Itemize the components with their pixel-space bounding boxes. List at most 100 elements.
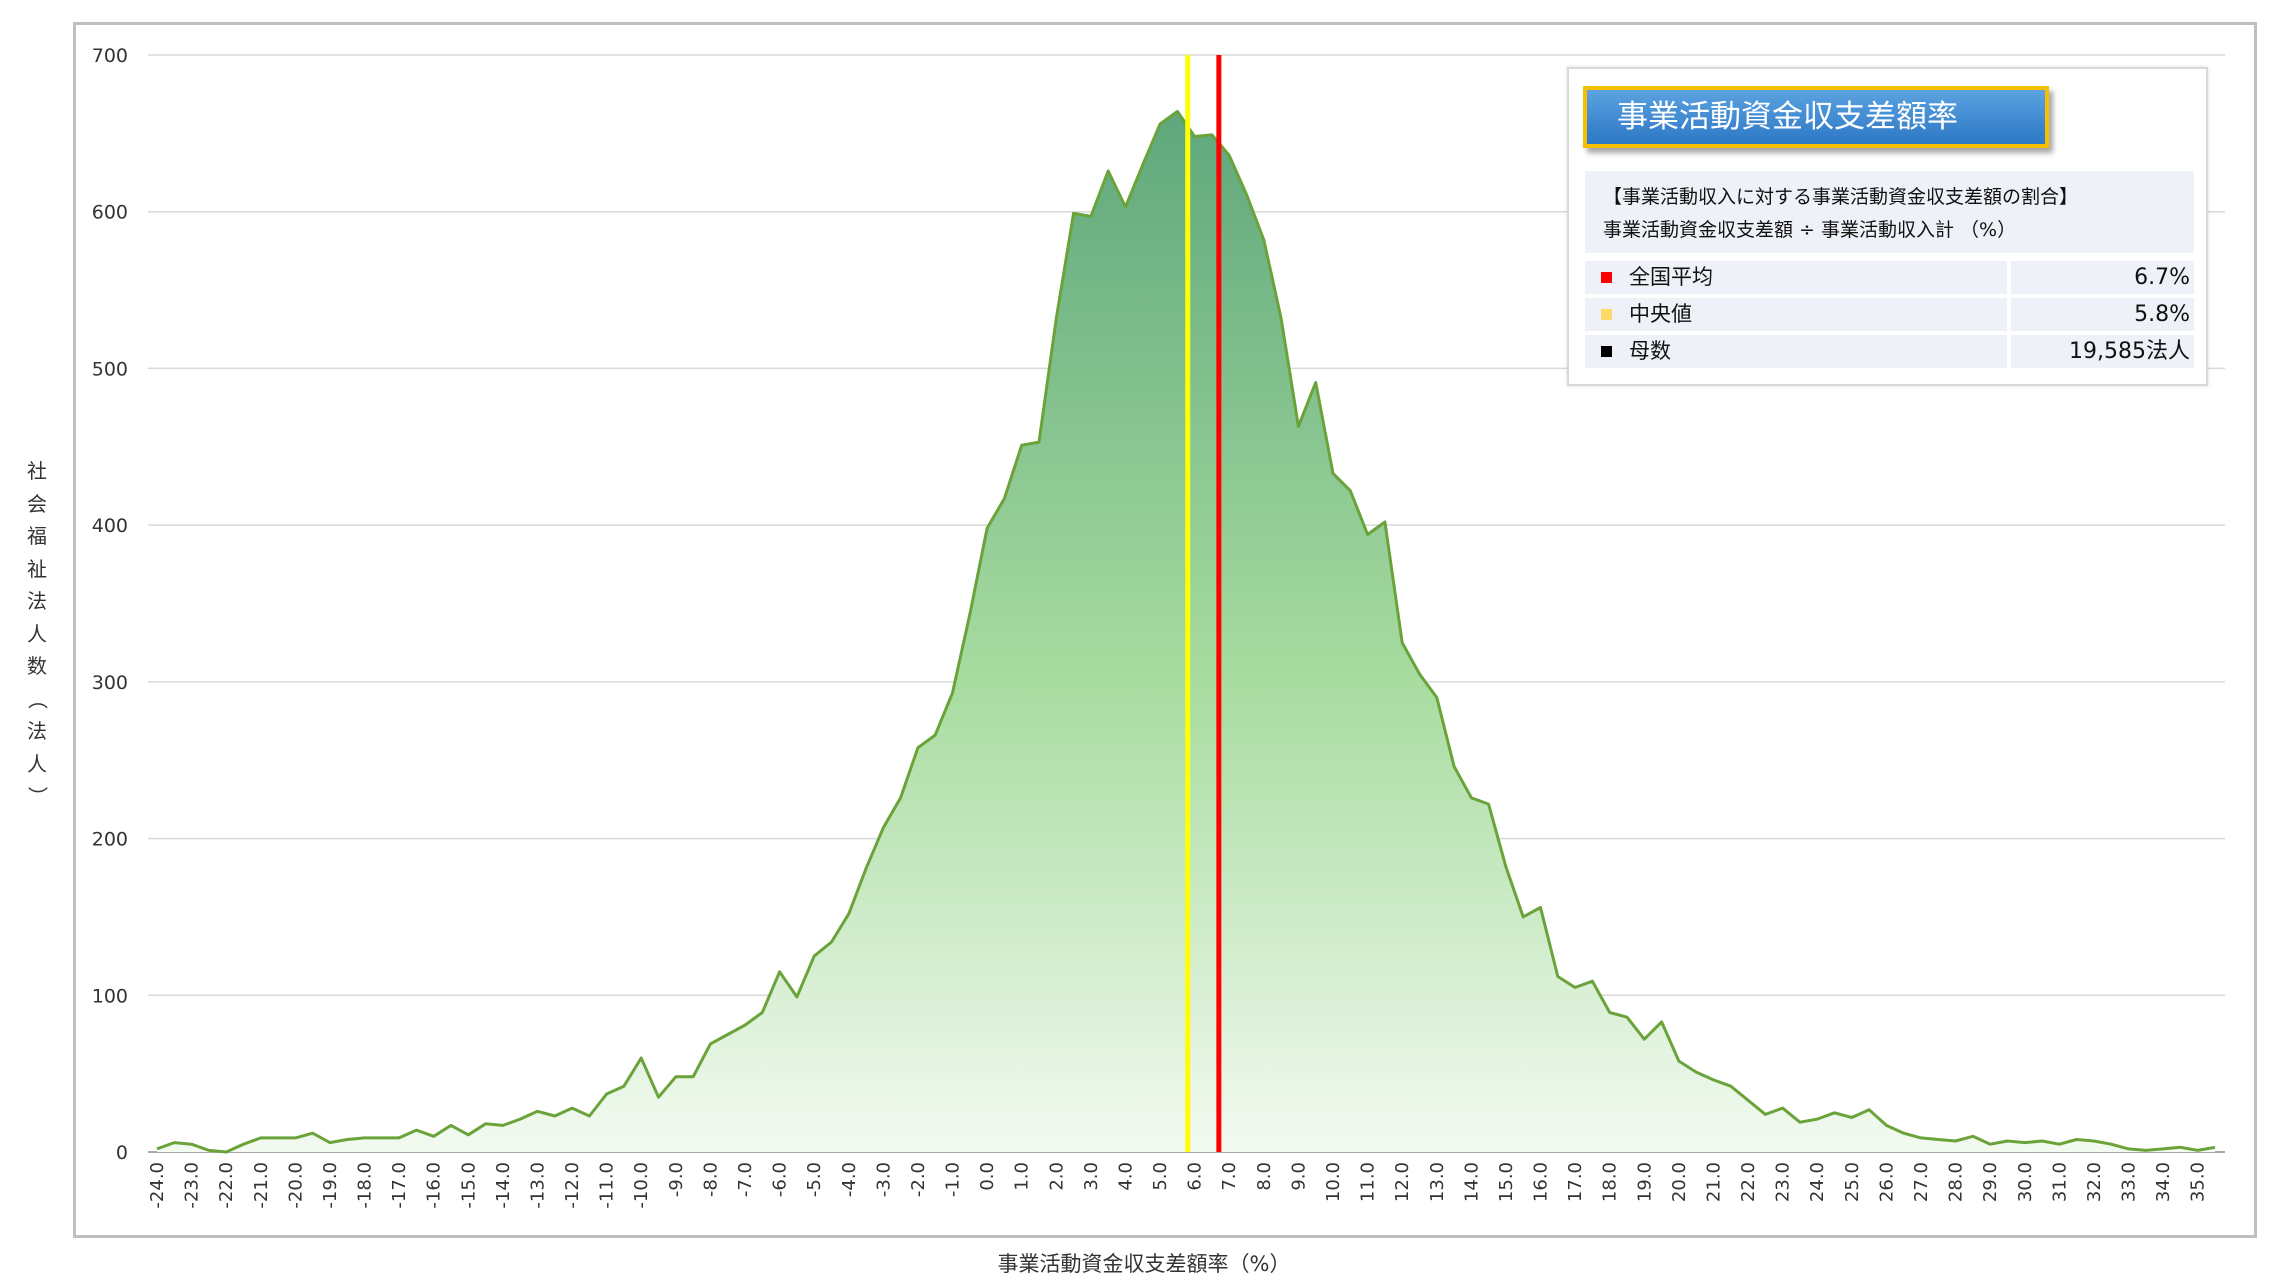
x-tick-label: 20.0 <box>1669 1162 1690 1202</box>
x-tick-label: -5.0 <box>804 1162 825 1197</box>
x-tick-label: -1.0 <box>943 1162 964 1197</box>
x-tick-label: -12.0 <box>562 1162 583 1209</box>
y-tick-label: 600 <box>92 202 128 224</box>
x-tick-label: -7.0 <box>735 1162 756 1197</box>
x-tick-label: 19.0 <box>1634 1162 1655 1202</box>
x-axis-label: 事業活動資金収支差額率（%） <box>997 1252 1291 1276</box>
x-tick-label: -20.0 <box>285 1162 306 1209</box>
x-tick-label: 31.0 <box>2049 1162 2070 1202</box>
y-tick-label: 100 <box>92 985 128 1007</box>
y-axis-label-char: （ <box>25 688 50 709</box>
x-tick-label: 6.0 <box>1185 1162 1206 1191</box>
x-tick-label: -24.0 <box>147 1162 168 1209</box>
x-tick-label: -2.0 <box>908 1162 929 1197</box>
x-tick-label: 32.0 <box>2084 1162 2105 1202</box>
x-tick-label: 13.0 <box>1427 1162 1448 1202</box>
x-tick-label: -18.0 <box>355 1162 376 1209</box>
y-tick-label: 400 <box>92 515 128 537</box>
y-tick-label: 700 <box>92 45 128 67</box>
average-swatch-icon <box>1601 272 1612 283</box>
x-tick-label: 30.0 <box>2015 1162 2036 1202</box>
x-tick-label: 11.0 <box>1358 1162 1379 1202</box>
x-tick-label: 2.0 <box>1046 1162 1067 1191</box>
stat-label: 中央値 <box>1629 302 1692 326</box>
x-tick-label: 0.0 <box>977 1162 998 1191</box>
y-axis-label-char: 数 <box>27 654 47 678</box>
x-tick-label: 1.0 <box>1012 1162 1033 1191</box>
count-swatch-icon <box>1601 346 1612 357</box>
x-tick-label: 34.0 <box>2153 1162 2174 1202</box>
x-tick-label: 28.0 <box>1946 1162 1967 1202</box>
x-tick-label: -6.0 <box>770 1162 791 1197</box>
x-tick-label: -21.0 <box>251 1162 272 1209</box>
stat-row-count: 母数 19,585法人 <box>1585 335 2194 368</box>
x-tick-label: 23.0 <box>1773 1162 1794 1202</box>
median-swatch-icon <box>1601 309 1612 320</box>
x-tick-label: 25.0 <box>1842 1162 1863 1202</box>
stat-row-median: 中央値 5.8% <box>1585 298 2194 331</box>
x-tick-label: 16.0 <box>1531 1162 1552 1202</box>
description-line-2: 事業活動資金収支差額 ÷ 事業活動収入計 （%） <box>1603 219 2017 241</box>
y-axis-label: 社会福祉法人数（法人） <box>20 455 54 813</box>
x-tick-label: 10.0 <box>1323 1162 1344 1202</box>
x-tick-label: 18.0 <box>1600 1162 1621 1202</box>
x-tick-label: 22.0 <box>1738 1162 1759 1202</box>
y-axis-label-char: 人 <box>27 751 47 776</box>
x-tick-label: -15.0 <box>458 1162 479 1209</box>
stat-row-average: 全国平均 6.7% <box>1585 261 2194 294</box>
x-tick-label: 33.0 <box>2119 1162 2140 1202</box>
stat-value: 5.8% <box>2011 298 2194 331</box>
x-tick-label: 27.0 <box>1911 1162 1932 1202</box>
x-tick-label: -8.0 <box>700 1162 721 1197</box>
x-tick-label: 24.0 <box>1807 1162 1828 1202</box>
panel-title: 事業活動資金収支差額率 <box>1583 86 2049 148</box>
x-tick-label: 14.0 <box>1461 1162 1482 1202</box>
y-tick-label: 0 <box>116 1142 128 1164</box>
panel-description: 【事業活動収入に対する事業活動資金収支差額の割合】 事業活動資金収支差額 ÷ 事… <box>1585 171 2194 253</box>
x-tick-label: 8.0 <box>1254 1162 1275 1191</box>
x-tick-label: -3.0 <box>873 1162 894 1197</box>
x-tick-label: 7.0 <box>1219 1162 1240 1191</box>
x-tick-label: -22.0 <box>216 1162 237 1209</box>
y-tick-label: 200 <box>92 829 128 851</box>
x-tick-label: 21.0 <box>1703 1162 1724 1202</box>
description-line-1: 【事業活動収入に対する事業活動資金収支差額の割合】 <box>1603 186 2079 208</box>
stat-value: 19,585法人 <box>2011 335 2194 368</box>
x-tick-label: -23.0 <box>182 1162 203 1209</box>
y-axis-label-char: 人 <box>27 621 47 646</box>
y-tick-label: 300 <box>92 672 128 694</box>
x-tick-label: 29.0 <box>1980 1162 2001 1202</box>
y-axis-label-char: 福 <box>27 524 47 548</box>
x-tick-label: -4.0 <box>839 1162 860 1197</box>
stat-label: 全国平均 <box>1629 265 1713 289</box>
chart-frame <box>73 22 2257 1238</box>
y-axis-label-char: ） <box>25 786 50 807</box>
x-tick-label: 17.0 <box>1565 1162 1586 1202</box>
x-tick-label: 4.0 <box>1115 1162 1136 1191</box>
x-tick-label: 15.0 <box>1496 1162 1517 1202</box>
x-tick-label: -10.0 <box>631 1162 652 1209</box>
y-axis-label-char: 社 <box>27 459 47 483</box>
y-axis-label-char: 祉 <box>27 556 47 581</box>
y-axis-label-char: 会 <box>27 491 47 516</box>
x-tick-label: -11.0 <box>597 1162 618 1209</box>
x-tick-label: -17.0 <box>389 1162 410 1209</box>
info-panel: 事業活動資金収支差額率 【事業活動収入に対する事業活動資金収支差額の割合】 事業… <box>1567 67 2208 386</box>
y-tick-label: 500 <box>92 358 128 380</box>
x-tick-label: 26.0 <box>1876 1162 1897 1202</box>
x-tick-label: 9.0 <box>1288 1162 1309 1191</box>
x-tick-label: 12.0 <box>1392 1162 1413 1202</box>
x-tick-label: 5.0 <box>1150 1162 1171 1191</box>
y-axis-label-char: 法 <box>27 589 47 613</box>
x-tick-label: -19.0 <box>320 1162 341 1209</box>
stat-value: 6.7% <box>2011 261 2194 294</box>
x-tick-label: 35.0 <box>2188 1162 2209 1202</box>
x-tick-label: -13.0 <box>527 1162 548 1209</box>
x-tick-label: 3.0 <box>1081 1162 1102 1191</box>
x-tick-label: -14.0 <box>493 1162 514 1209</box>
x-tick-label: -16.0 <box>424 1162 445 1209</box>
stat-label: 母数 <box>1629 339 1671 363</box>
y-axis-label-char: 法 <box>27 719 47 743</box>
x-tick-label: -9.0 <box>666 1162 687 1197</box>
